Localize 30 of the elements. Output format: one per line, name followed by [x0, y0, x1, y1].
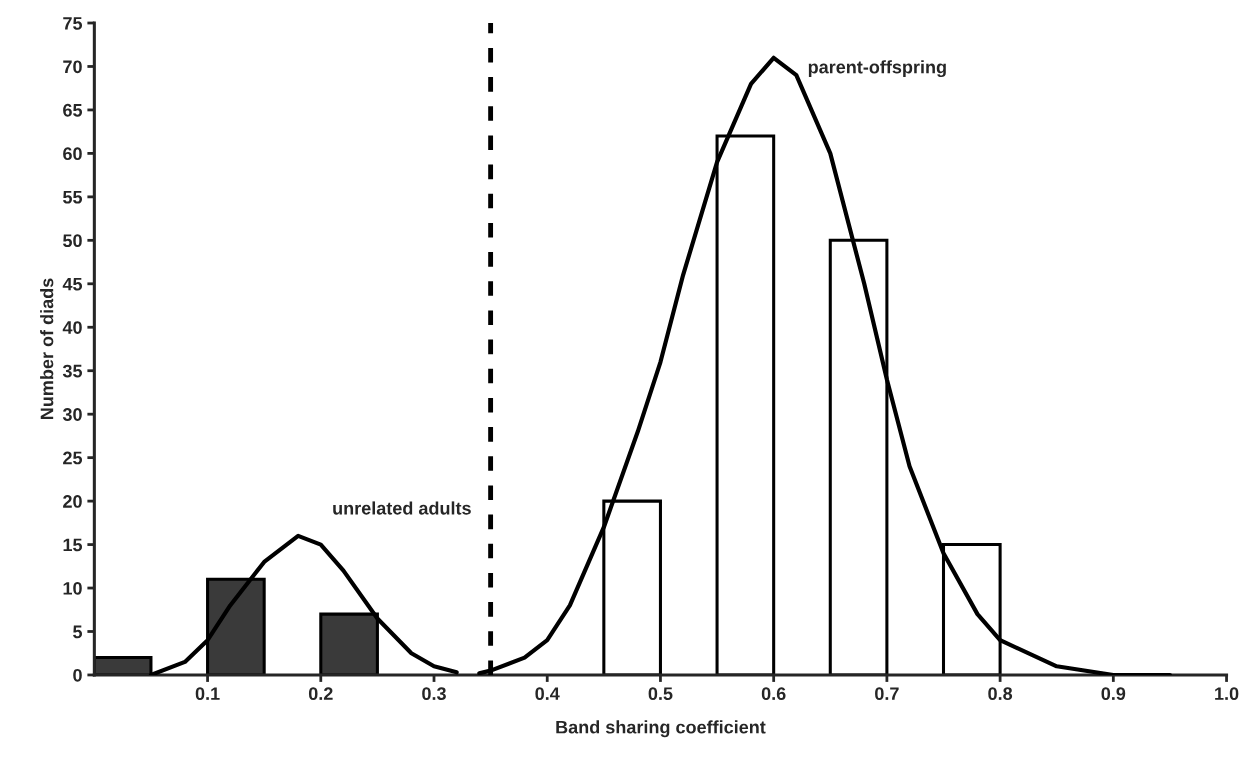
- y-tick-label: 60: [63, 147, 82, 161]
- y-tick-label: 20: [63, 495, 82, 508]
- y-axis-title: Number of diads: [40, 278, 54, 419]
- y-tick-label: 25: [63, 451, 83, 465]
- x-tick-label: 0.2: [308, 687, 333, 701]
- x-tick-label: 0.7: [875, 687, 899, 701]
- y-tick-label: 30: [62, 408, 82, 421]
- y-tick-label: 50: [63, 234, 82, 248]
- x-tick-label: 0.4: [535, 687, 560, 701]
- x-axis-title: Band sharing coefficient: [556, 720, 766, 738]
- y-tick-label: 35: [62, 364, 83, 378]
- y-tick-label: 75: [63, 17, 83, 30]
- x-tick-label: 1.0: [1215, 687, 1239, 701]
- y-tick-label: 70: [63, 60, 82, 74]
- y-tick-label: 10: [63, 581, 82, 595]
- y-tick-label: 40: [62, 321, 82, 334]
- x-tick-label: 0.8: [988, 687, 1013, 701]
- y-tick-label: 15: [63, 538, 83, 552]
- x-tick-label: 0.6: [761, 687, 786, 701]
- x-tick-label: 0.3: [422, 687, 446, 701]
- y-tick-label: 5: [73, 625, 83, 639]
- x-tick-label: 0.9: [1101, 687, 1126, 701]
- y-tick-label: 0: [73, 668, 82, 682]
- y-tick-label: 55: [63, 190, 83, 204]
- y-tick-label: 65: [63, 103, 83, 117]
- x-tick-label: 0.1: [195, 687, 220, 701]
- x-tick-label: 0.5: [648, 687, 673, 701]
- series-label: unrelated adults: [333, 501, 471, 515]
- y-tick-label: 45: [62, 277, 83, 291]
- series-label: parent-offspring: [808, 60, 946, 78]
